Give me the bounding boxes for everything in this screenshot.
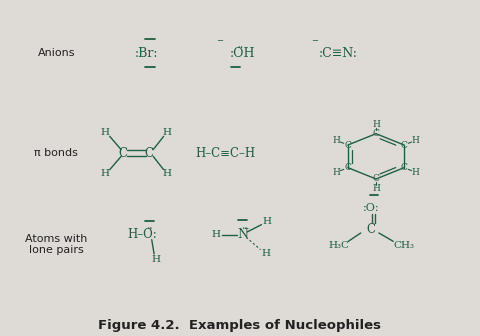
Text: C: C — [145, 146, 154, 160]
Text: H: H — [100, 128, 109, 137]
Text: H–Ö:: H–Ö: — [127, 228, 157, 241]
Text: H: H — [212, 230, 221, 239]
Text: H: H — [372, 184, 380, 193]
Text: :Br:: :Br: — [135, 47, 159, 59]
Text: H: H — [100, 169, 109, 178]
Text: :ÖH: :ÖH — [229, 47, 255, 59]
Text: N̈: N̈ — [237, 228, 248, 241]
Text: H₃C: H₃C — [328, 241, 349, 250]
Text: H: H — [412, 136, 420, 145]
Text: −: − — [312, 36, 318, 45]
Text: Atoms with
lone pairs: Atoms with lone pairs — [25, 234, 87, 255]
Text: C: C — [401, 140, 408, 150]
Text: :C≡N:: :C≡N: — [318, 47, 357, 59]
Text: π bonds: π bonds — [35, 148, 78, 158]
Text: H: H — [372, 120, 380, 129]
Text: H: H — [163, 128, 172, 137]
Text: H: H — [151, 255, 160, 264]
Text: C: C — [119, 146, 128, 160]
Text: C: C — [372, 174, 380, 183]
Text: H: H — [262, 249, 271, 258]
Text: H: H — [332, 168, 340, 177]
Text: Anions: Anions — [37, 48, 75, 58]
Text: Figure 4.2.  Examples of Nucleophiles: Figure 4.2. Examples of Nucleophiles — [98, 319, 382, 332]
Text: H: H — [163, 169, 172, 178]
Text: C: C — [401, 163, 408, 172]
Text: CH₃: CH₃ — [393, 241, 414, 250]
Text: C: C — [372, 129, 380, 138]
Text: C: C — [345, 163, 351, 172]
Text: C: C — [367, 223, 376, 236]
Text: −: − — [216, 36, 223, 45]
Text: H: H — [412, 168, 420, 177]
Text: C: C — [345, 140, 351, 150]
Text: H: H — [332, 136, 340, 145]
Text: :O:: :O: — [363, 203, 380, 213]
Text: H–C≡C–H: H–C≡C–H — [196, 146, 256, 160]
Text: H: H — [263, 217, 272, 226]
